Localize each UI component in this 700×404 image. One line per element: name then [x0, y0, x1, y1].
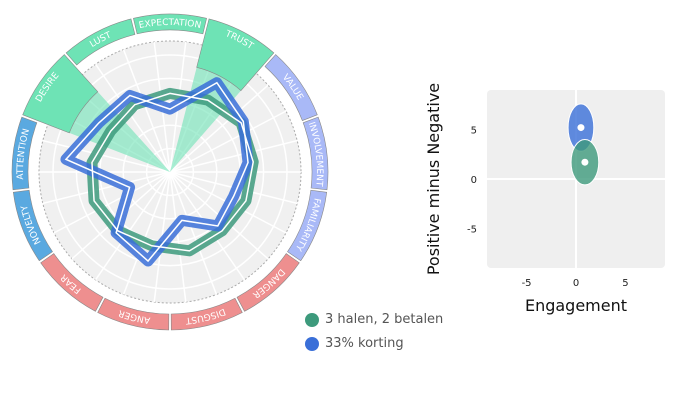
radar-chart: EXPECTATIONTRUSTVALUEINVOLVEMENTFAMILIAR… — [11, 13, 329, 331]
x-tick-label: 5 — [622, 278, 628, 289]
grid-spoke — [94, 171, 171, 281]
axis-segment-lust — [65, 18, 136, 66]
data-point — [577, 124, 585, 132]
axis-segment-familiarity — [287, 189, 328, 262]
grid-spoke — [42, 171, 171, 205]
axis-segment-danger — [236, 253, 300, 312]
x-axis-label: Engagement — [525, 296, 627, 315]
legend-item-2[interactable]: 33% korting — [305, 336, 404, 351]
grid-spoke — [94, 63, 171, 173]
axis-segment-attention — [11, 116, 38, 191]
series-line-2 — [64, 81, 249, 263]
grid-spoke — [42, 139, 171, 173]
data-point — [581, 158, 589, 166]
legend-item-1[interactable]: 3 halen, 2 betalen — [305, 312, 443, 327]
axis-segment-trust — [196, 18, 275, 92]
axis-segment-disgust — [170, 297, 243, 331]
y-axis-label: Positive minus Negative — [424, 83, 443, 275]
legend-label: 33% korting — [325, 336, 404, 351]
axis-label-expectation: EXPECTATION — [138, 18, 202, 31]
legend-label: 3 halen, 2 betalen — [325, 312, 444, 327]
plot-background — [487, 90, 665, 268]
confidence-ellipse — [570, 138, 600, 186]
series-line-1 — [91, 92, 255, 252]
grid-spoke — [122, 49, 171, 173]
axis-label-text: EXPECTATION — [138, 18, 202, 31]
legend-swatch-blue — [305, 336, 319, 351]
axis-segment-anger — [97, 297, 170, 331]
x-tick-label: 0 — [573, 278, 579, 289]
grid-spoke — [169, 84, 269, 173]
grid-spoke — [169, 171, 218, 295]
grid-spoke — [122, 171, 171, 295]
grid-spoke — [169, 139, 298, 173]
axis-segment-value — [264, 54, 318, 121]
legend-swatch-green — [305, 312, 319, 327]
grid-spoke — [53, 171, 171, 234]
grid-spoke — [169, 171, 187, 303]
x-tick-label: -5 — [522, 278, 532, 289]
axis-segment-fear — [40, 253, 104, 312]
axis-segment-desire — [22, 54, 99, 134]
axis-segment-involvement — [302, 116, 329, 191]
y-tick-label: 5 — [471, 126, 477, 137]
y-tick-label: 0 — [471, 175, 477, 186]
axis-segment-expectation — [133, 13, 207, 35]
grid-spoke — [169, 110, 287, 173]
confidence-ellipse — [567, 103, 595, 152]
y-tick-label: -5 — [467, 224, 477, 235]
axis-segment-novelty — [12, 189, 53, 262]
